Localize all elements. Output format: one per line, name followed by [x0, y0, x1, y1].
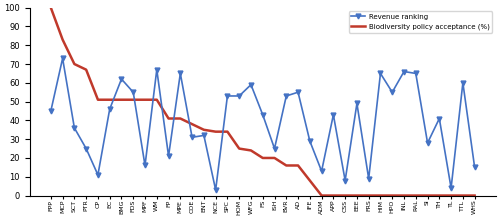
Biodiversity policy acceptance (%) — [212, 130, 218, 133]
Biodiversity policy acceptance (%) — [201, 129, 207, 131]
Revenue ranking — [318, 170, 324, 172]
Biodiversity policy acceptance (%) — [83, 68, 89, 71]
Revenue ranking — [389, 91, 395, 94]
Revenue ranking — [72, 127, 78, 129]
Biodiversity policy acceptance (%) — [72, 63, 78, 65]
Revenue ranking — [166, 155, 172, 157]
Revenue ranking — [354, 102, 360, 105]
Revenue ranking — [201, 134, 207, 137]
Biodiversity policy acceptance (%) — [424, 194, 430, 197]
Revenue ranking — [224, 95, 230, 97]
Revenue ranking — [212, 189, 218, 191]
Biodiversity policy acceptance (%) — [130, 98, 136, 101]
Biodiversity policy acceptance (%) — [248, 149, 254, 152]
Biodiversity policy acceptance (%) — [95, 98, 101, 101]
Biodiversity policy acceptance (%) — [236, 147, 242, 150]
Line: Revenue ranking: Revenue ranking — [48, 56, 477, 192]
Biodiversity policy acceptance (%) — [224, 130, 230, 133]
Revenue ranking — [401, 70, 407, 73]
Biodiversity policy acceptance (%) — [118, 98, 124, 101]
Biodiversity policy acceptance (%) — [60, 38, 66, 41]
Revenue ranking — [189, 136, 195, 139]
Revenue ranking — [413, 72, 419, 75]
Revenue ranking — [448, 187, 454, 189]
Revenue ranking — [83, 147, 89, 150]
Revenue ranking — [118, 78, 124, 80]
Biodiversity policy acceptance (%) — [354, 194, 360, 197]
Biodiversity policy acceptance (%) — [48, 6, 54, 9]
Biodiversity policy acceptance (%) — [260, 157, 266, 159]
Biodiversity policy acceptance (%) — [178, 117, 184, 120]
Revenue ranking — [436, 117, 442, 120]
Biodiversity policy acceptance (%) — [413, 194, 419, 197]
Revenue ranking — [424, 142, 430, 144]
Revenue ranking — [460, 81, 466, 84]
Biodiversity policy acceptance (%) — [460, 194, 466, 197]
Revenue ranking — [307, 140, 313, 142]
Revenue ranking — [248, 83, 254, 86]
Revenue ranking — [295, 91, 301, 94]
Revenue ranking — [378, 72, 384, 75]
Biodiversity policy acceptance (%) — [472, 194, 478, 197]
Biodiversity policy acceptance (%) — [189, 123, 195, 125]
Biodiversity policy acceptance (%) — [448, 194, 454, 197]
Biodiversity policy acceptance (%) — [401, 194, 407, 197]
Biodiversity policy acceptance (%) — [106, 98, 112, 101]
Revenue ranking — [142, 164, 148, 167]
Revenue ranking — [178, 72, 184, 75]
Biodiversity policy acceptance (%) — [378, 194, 384, 197]
Biodiversity policy acceptance (%) — [307, 179, 313, 182]
Biodiversity policy acceptance (%) — [166, 117, 172, 120]
Legend: Revenue ranking, Biodiversity policy acceptance (%): Revenue ranking, Biodiversity policy acc… — [348, 11, 492, 33]
Revenue ranking — [106, 108, 112, 110]
Biodiversity policy acceptance (%) — [366, 194, 372, 197]
Biodiversity policy acceptance (%) — [272, 157, 278, 159]
Revenue ranking — [260, 113, 266, 116]
Revenue ranking — [284, 95, 290, 97]
Revenue ranking — [472, 166, 478, 169]
Revenue ranking — [154, 68, 160, 71]
Revenue ranking — [272, 147, 278, 150]
Biodiversity policy acceptance (%) — [318, 194, 324, 197]
Revenue ranking — [366, 177, 372, 180]
Biodiversity policy acceptance (%) — [436, 194, 442, 197]
Revenue ranking — [342, 179, 348, 182]
Revenue ranking — [60, 57, 66, 60]
Revenue ranking — [48, 110, 54, 112]
Biodiversity policy acceptance (%) — [330, 194, 336, 197]
Biodiversity policy acceptance (%) — [284, 164, 290, 167]
Biodiversity policy acceptance (%) — [142, 98, 148, 101]
Revenue ranking — [330, 113, 336, 116]
Revenue ranking — [95, 174, 101, 176]
Revenue ranking — [236, 95, 242, 97]
Biodiversity policy acceptance (%) — [295, 164, 301, 167]
Biodiversity policy acceptance (%) — [342, 194, 348, 197]
Biodiversity policy acceptance (%) — [389, 194, 395, 197]
Biodiversity policy acceptance (%) — [154, 98, 160, 101]
Revenue ranking — [130, 91, 136, 94]
Line: Biodiversity policy acceptance (%): Biodiversity policy acceptance (%) — [51, 8, 474, 196]
